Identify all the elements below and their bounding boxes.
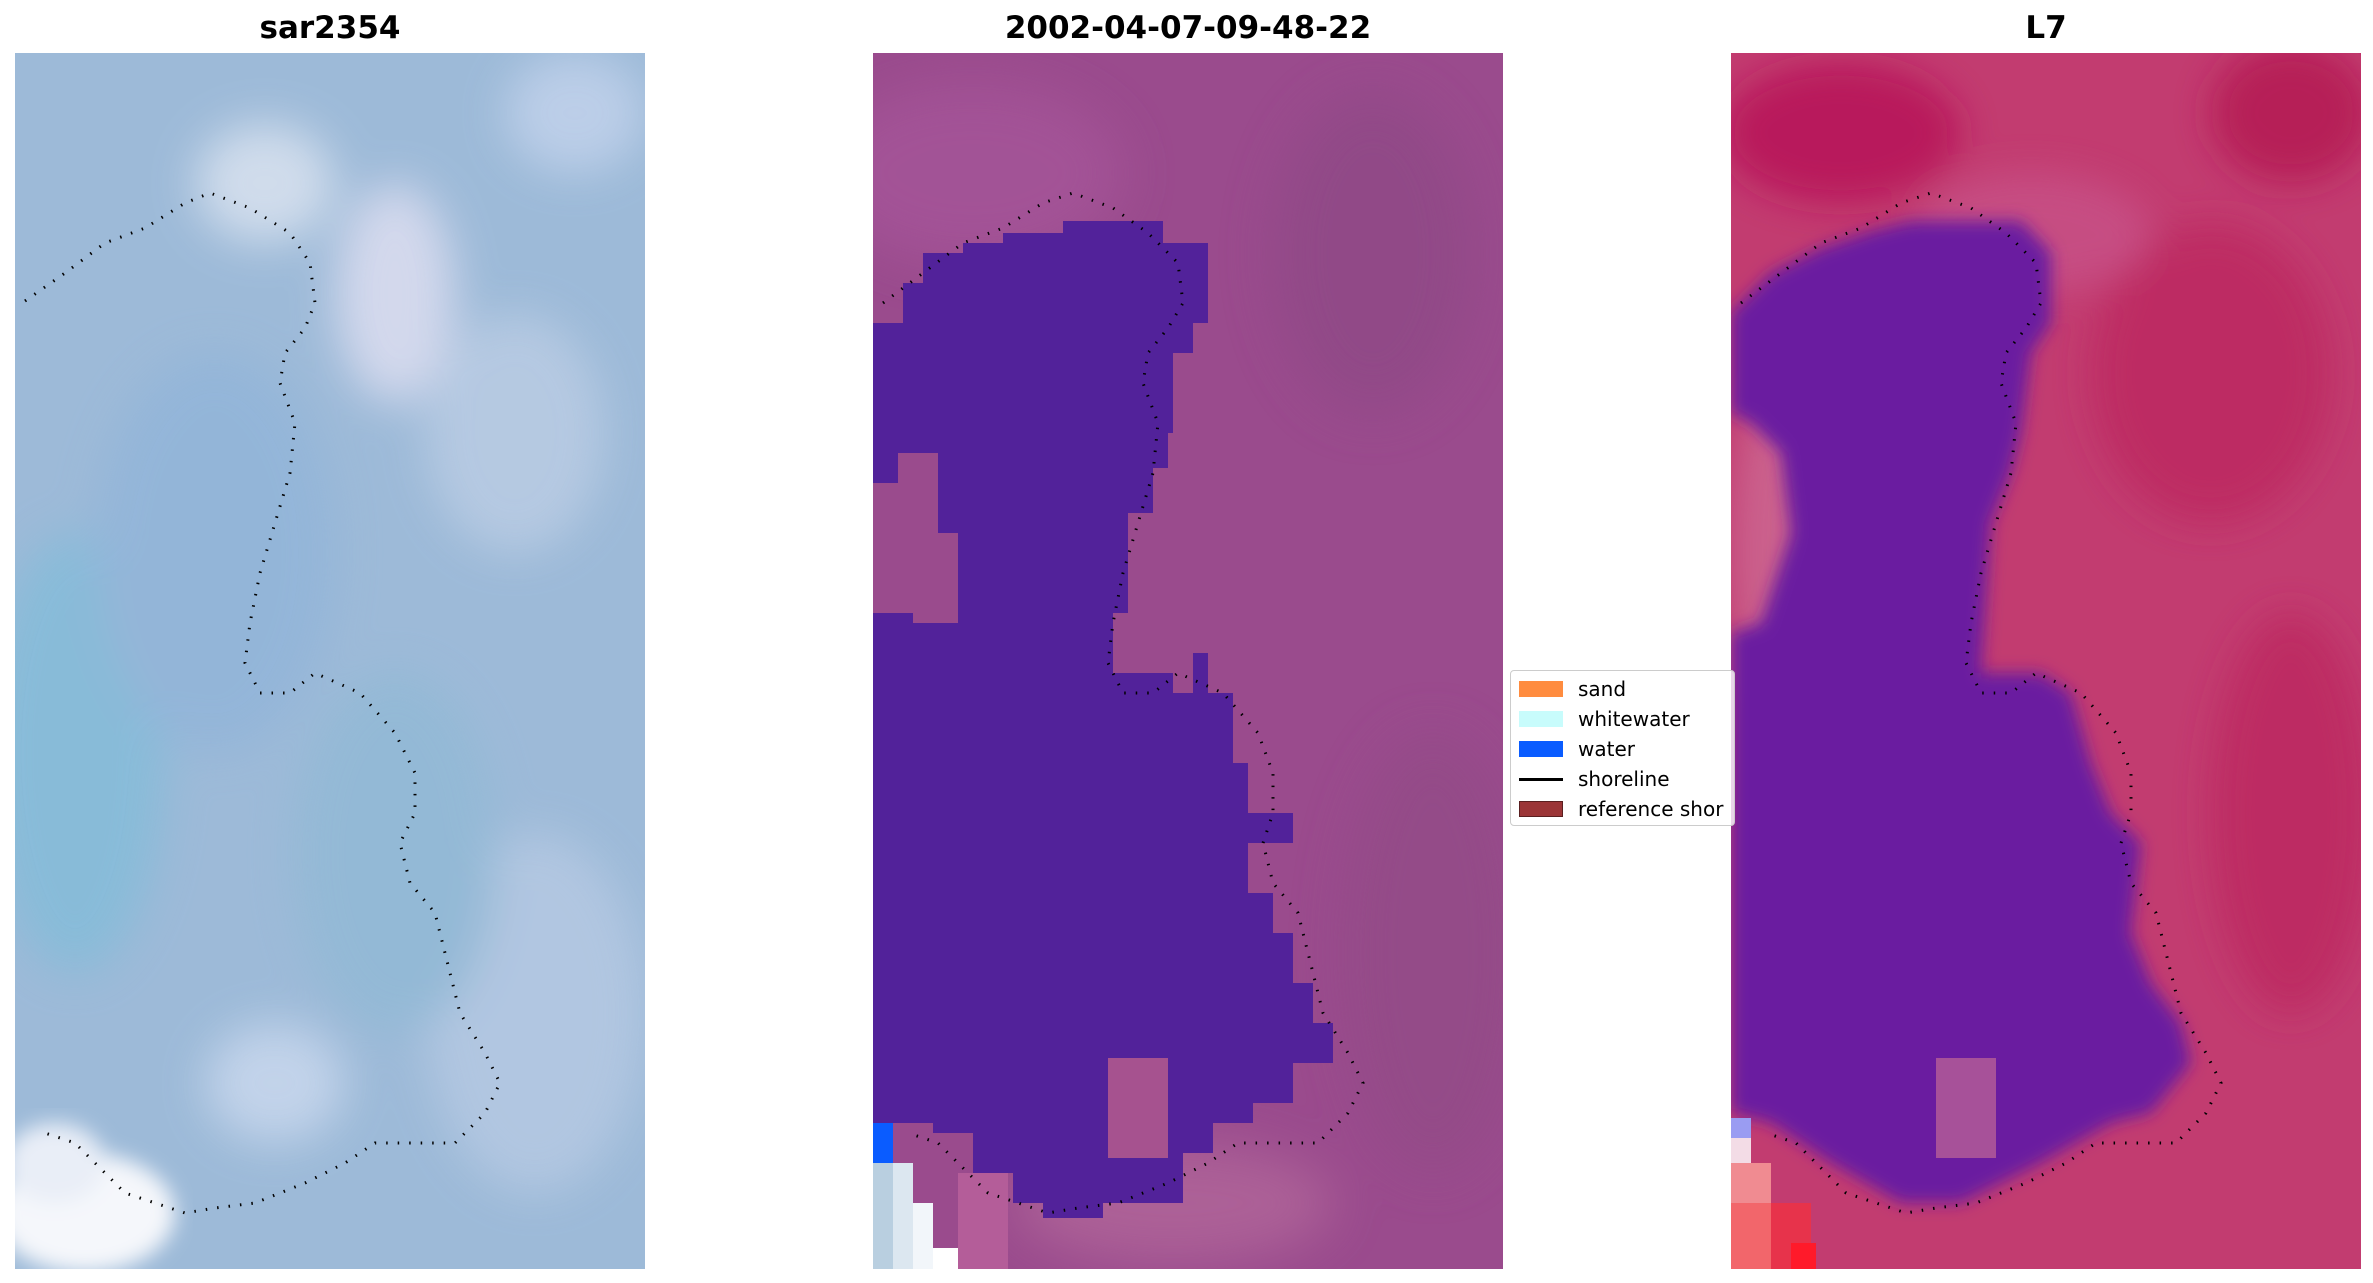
rgb-image xyxy=(15,53,645,1269)
reference-shoreline-swatch xyxy=(1519,801,1563,817)
classified-image xyxy=(873,53,1503,1269)
sand-swatch xyxy=(1519,681,1563,697)
water-swatch xyxy=(1519,741,1563,757)
classified-image-panel xyxy=(873,53,1503,1269)
shoreline-line-swatch xyxy=(1519,777,1563,781)
legend-item-reference-shoreline: reference shor xyxy=(1519,796,1723,822)
panel-title-l7: L7 xyxy=(2025,10,2067,46)
l7-image xyxy=(1731,53,2361,1269)
legend-label: reference shor xyxy=(1578,797,1724,821)
legend: sand whitewater water shoreline referenc… xyxy=(1510,670,1735,826)
panel-title-date: 2002-04-07-09-48-22 xyxy=(1004,10,1372,46)
legend-item-shoreline: shoreline xyxy=(1519,766,1670,792)
legend-label: whitewater xyxy=(1578,707,1690,731)
legend-label: water xyxy=(1578,737,1635,761)
panel-title-sar: sar2354 xyxy=(259,10,401,46)
legend-item-sand: sand xyxy=(1519,676,1626,702)
water-region xyxy=(873,221,1333,1218)
legend-label: sand xyxy=(1578,677,1627,701)
l7-image-panel xyxy=(1731,53,2361,1269)
legend-label: shoreline xyxy=(1578,767,1670,791)
legend-item-whitewater: whitewater xyxy=(1519,706,1690,732)
whitewater-swatch xyxy=(1519,711,1563,727)
legend-item-water: water xyxy=(1519,736,1635,762)
rgb-image-panel xyxy=(15,53,645,1269)
